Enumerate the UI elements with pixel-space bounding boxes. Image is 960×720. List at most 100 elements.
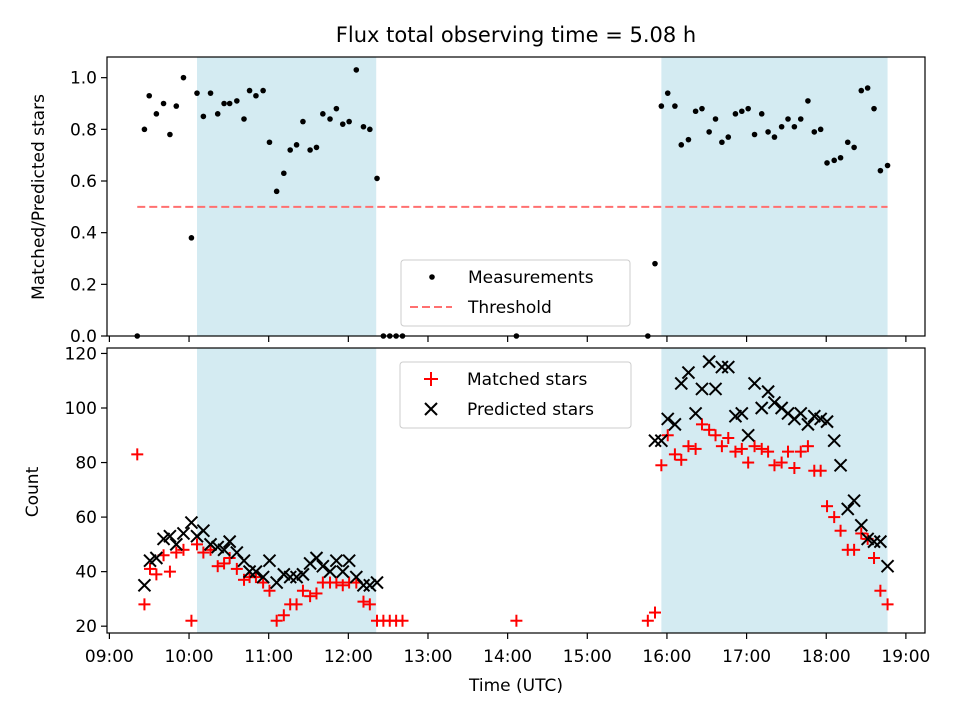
measurement-point (374, 175, 380, 182)
matched-star-point (648, 606, 661, 619)
predicted-star-point (827, 434, 841, 448)
top-y-ticks: 0.0 0.2 0.4 0.6 0.8 1.0 (70, 69, 107, 347)
y-tick-label: 60 (75, 508, 97, 528)
measurement-point (844, 139, 851, 146)
matched-star-point (641, 614, 654, 627)
measurement-point (785, 116, 791, 122)
predicted-star-point (873, 534, 888, 549)
measurement-point (173, 103, 180, 109)
measurement-point (207, 90, 214, 96)
matched-star-point (775, 456, 788, 469)
bottom-shaded-interval-1 (197, 348, 377, 633)
x-tick-label: 18:00 (802, 647, 851, 667)
y-tick-label: 20 (75, 617, 97, 637)
bottom-y-ticks: 20 40 60 80 100 120 (65, 344, 107, 637)
matched-star-point (138, 598, 151, 611)
predicted-star-point (169, 537, 184, 552)
matched-star-point (357, 595, 370, 608)
predicted-star-point (747, 376, 762, 391)
matched-star-point (742, 456, 755, 469)
predicted-star-point (342, 554, 356, 568)
matched-star-point (848, 543, 861, 556)
measurement-point (712, 116, 719, 122)
measurement-point (778, 123, 785, 130)
matched-star-point (881, 598, 894, 611)
measurement-point (273, 188, 280, 195)
predicted-star-point (794, 406, 808, 421)
matched-star-point (131, 448, 144, 461)
matched-star-point (722, 432, 735, 444)
predicted-star-point (283, 570, 297, 584)
measurement-point (339, 121, 346, 127)
top-shaded-interval-1 (197, 57, 377, 336)
legend-matched-label: Matched stars (467, 370, 587, 390)
measurement-point (194, 90, 200, 96)
predicted-star-point (176, 526, 191, 541)
legend-threshold-label: Threshold (467, 298, 552, 318)
predicted-star-point (163, 529, 177, 543)
predicted-star-point (329, 554, 344, 568)
matched-star-point (868, 552, 881, 564)
predicted-star-point (203, 537, 218, 552)
measurement-point (811, 129, 818, 135)
x-tick-label: 16:00 (642, 647, 691, 667)
matched-star-point (762, 445, 775, 458)
measurement-point (200, 113, 207, 120)
predicted-star-point (648, 434, 662, 448)
predicted-star-point (222, 534, 237, 549)
predicted-star-point (184, 515, 199, 530)
predicted-star-point (847, 494, 861, 508)
matched-star-point (257, 576, 270, 589)
bottom-shaded-interval-2 (661, 348, 888, 633)
matched-star-point (218, 557, 231, 570)
matched-star-point (270, 614, 283, 627)
y-tick-label: 80 (75, 454, 97, 474)
measurement-point (864, 85, 871, 91)
bottom-panel: 20 40 60 80 100 120 09:00 10:00 11:00 12:00 13:00… (23, 344, 930, 696)
measurement-point (260, 87, 266, 94)
measurement-point (678, 142, 685, 148)
predicted-star-point (242, 564, 257, 579)
predicted-star-point (695, 382, 709, 396)
top-y-axis-label: Matched/Predicted stars (29, 94, 49, 300)
measurement-point (871, 105, 877, 112)
predicted-star-point (841, 502, 855, 516)
measurement-point (320, 111, 326, 117)
matched-star-point (185, 614, 198, 627)
matched-star-point (814, 464, 827, 477)
measurement-point (858, 87, 865, 94)
predicted-star-point (137, 578, 152, 592)
matched-star-point (768, 459, 781, 472)
matched-star-point (788, 462, 801, 474)
predicted-star-point (708, 382, 723, 396)
predicted-star-point (654, 434, 669, 448)
predicted-star-point (767, 395, 782, 410)
matched-star-point (801, 440, 814, 453)
matched-star-point (296, 584, 309, 597)
matched-star-point (794, 445, 807, 458)
top-legend-box (400, 259, 631, 327)
bottom-legend: Matched stars Predicted stars (399, 361, 632, 429)
predicted-star-point (323, 564, 337, 579)
measurement-point (685, 136, 692, 143)
predicted-star-point (741, 428, 755, 442)
matched-star-point (675, 453, 688, 466)
x-tick-label: 19:00 (881, 647, 930, 667)
measurement-point (817, 126, 824, 133)
matched-star-point (668, 448, 681, 461)
matched-star-point (310, 587, 323, 600)
y-tick-label: 0.0 (70, 327, 97, 347)
matched-star-point (834, 524, 847, 537)
top-panel-frame (106, 56, 926, 337)
matched-star-point (197, 546, 210, 559)
predicted-star-point (721, 360, 735, 374)
matched-star-point (715, 440, 728, 453)
measurement-point (353, 67, 360, 73)
predicted-star-point (681, 365, 696, 380)
y-tick-label: 0.4 (70, 224, 97, 244)
measurement-point (725, 134, 732, 140)
measurement-point (719, 139, 725, 146)
y-tick-label: 0.8 (70, 120, 97, 140)
predicted-star-point (833, 458, 848, 472)
